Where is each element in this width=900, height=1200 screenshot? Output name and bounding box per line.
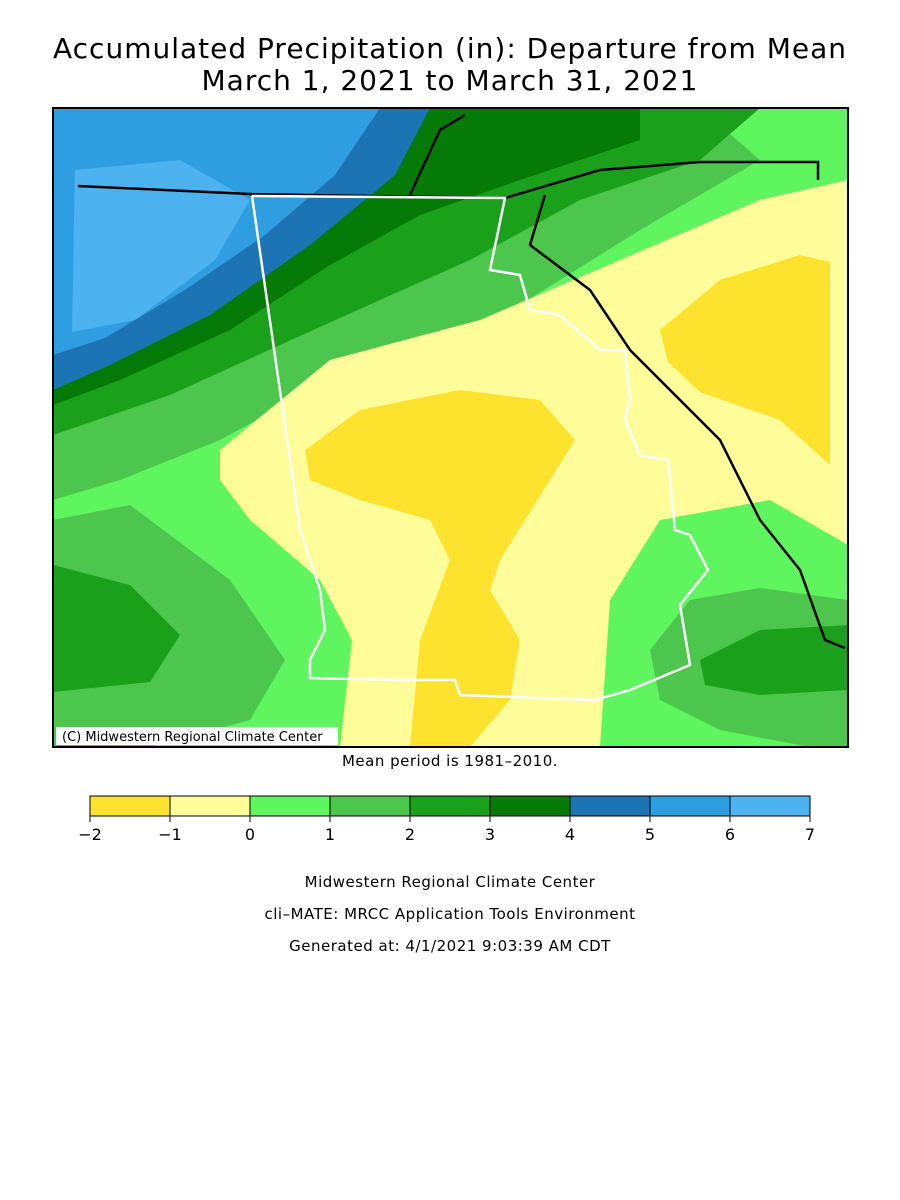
border <box>504 160 820 200</box>
border <box>408 113 466 196</box>
region <box>72 160 250 332</box>
region <box>53 565 180 692</box>
map-frame <box>52 107 849 748</box>
legend-swatch <box>329 795 411 817</box>
legend-swatch <box>409 795 491 817</box>
legend-swatch <box>569 795 651 817</box>
legend-swatch <box>649 795 731 817</box>
title-line: March 1, 2021 to March 31, 2021 <box>202 64 699 97</box>
legend-tick-label: −1 <box>158 825 182 844</box>
region <box>305 390 575 747</box>
footer-line: cli–MATE: MRCC Application Tools Environ… <box>265 905 636 923</box>
note: Mean period is 1981–2010. <box>342 752 558 770</box>
border <box>528 194 846 650</box>
legend-tick-label: −2 <box>78 825 102 844</box>
footer-line: Generated at: 4/1/2021 9:03:39 AM CDT <box>289 937 611 955</box>
region <box>700 625 848 695</box>
footer-line: Midwestern Regional Climate Center <box>305 873 596 891</box>
legend-swatch <box>489 795 571 817</box>
credit-box <box>56 727 338 745</box>
credit: (C) Midwestern Regional Climate Center <box>62 730 323 745</box>
legend-swatch <box>89 795 171 817</box>
region <box>660 255 830 465</box>
legend-tick-label: 3 <box>485 825 495 844</box>
legend-tick-label: 0 <box>245 825 255 844</box>
legend-swatch <box>729 795 811 817</box>
legend-tick-label: 1 <box>325 825 335 844</box>
legend: −2 −1 0 1 2 3 4 5 6 7 <box>78 795 815 844</box>
legend-tick-label: 2 <box>405 825 415 844</box>
legend-tick-label: 4 <box>565 825 575 844</box>
title-line: Accumulated Precipitation (in): Departur… <box>53 32 847 65</box>
legend-swatch <box>169 795 251 817</box>
legend-swatch <box>249 795 331 817</box>
state-outline <box>250 194 710 702</box>
legend-tick-label: 7 <box>805 825 815 844</box>
legend-tick-label: 5 <box>645 825 655 844</box>
legend-tick-label: 6 <box>725 825 735 844</box>
map <box>53 108 848 747</box>
